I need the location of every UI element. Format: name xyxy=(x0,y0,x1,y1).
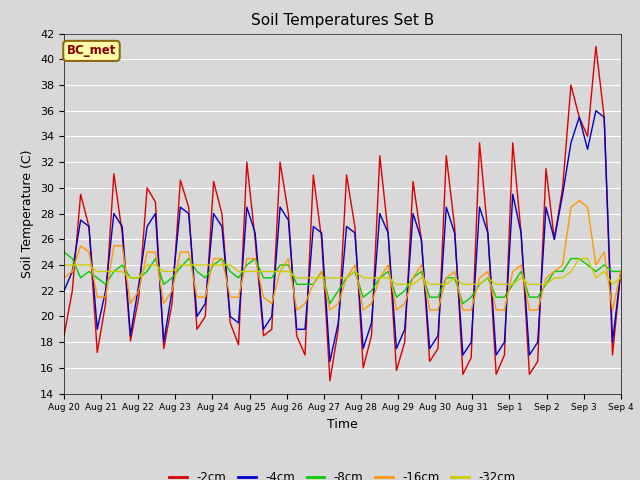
-4cm xyxy=(326,359,334,364)
-4cm xyxy=(575,114,583,120)
-8cm xyxy=(193,269,201,275)
-4cm xyxy=(592,108,600,114)
-2cm xyxy=(592,44,600,49)
-2cm xyxy=(442,153,450,158)
-2cm xyxy=(575,114,583,120)
-8cm xyxy=(384,269,392,275)
-16cm xyxy=(293,307,301,313)
-32cm xyxy=(60,262,68,268)
-8cm xyxy=(60,249,68,255)
-4cm xyxy=(442,204,450,210)
-8cm xyxy=(293,281,301,287)
-8cm xyxy=(326,300,334,306)
-32cm xyxy=(442,281,450,287)
-16cm xyxy=(467,307,475,313)
-4cm xyxy=(617,269,625,275)
-16cm xyxy=(509,269,516,275)
Y-axis label: Soil Temperature (C): Soil Temperature (C) xyxy=(22,149,35,278)
-32cm xyxy=(584,256,591,262)
-2cm xyxy=(617,269,625,275)
-32cm xyxy=(575,256,583,262)
Line: -2cm: -2cm xyxy=(64,47,621,381)
-2cm xyxy=(60,333,68,338)
-32cm xyxy=(509,281,516,287)
-32cm xyxy=(617,275,625,281)
Text: BC_met: BC_met xyxy=(67,44,116,58)
-4cm xyxy=(467,339,475,345)
-8cm xyxy=(567,256,575,262)
Title: Soil Temperatures Set B: Soil Temperatures Set B xyxy=(251,13,434,28)
-8cm xyxy=(185,256,193,262)
Line: -8cm: -8cm xyxy=(64,252,621,303)
-2cm xyxy=(567,82,575,88)
Line: -4cm: -4cm xyxy=(64,111,621,361)
-8cm xyxy=(617,269,625,275)
-16cm xyxy=(567,204,575,210)
-16cm xyxy=(575,198,583,204)
-32cm xyxy=(467,281,475,287)
-2cm xyxy=(326,378,334,384)
-16cm xyxy=(584,204,591,210)
-4cm xyxy=(509,192,516,197)
-16cm xyxy=(442,275,450,281)
-16cm xyxy=(617,269,625,275)
-2cm xyxy=(559,185,566,191)
-8cm xyxy=(392,294,400,300)
-2cm xyxy=(467,355,475,360)
-16cm xyxy=(559,262,566,268)
-4cm xyxy=(60,288,68,294)
Legend: -2cm, -4cm, -8cm, -16cm, -32cm: -2cm, -4cm, -8cm, -16cm, -32cm xyxy=(164,466,520,480)
Line: -32cm: -32cm xyxy=(64,259,621,284)
X-axis label: Time: Time xyxy=(327,418,358,431)
-32cm xyxy=(559,275,566,281)
-2cm xyxy=(509,140,516,146)
-16cm xyxy=(60,275,68,281)
Line: -16cm: -16cm xyxy=(64,201,621,310)
-4cm xyxy=(559,192,566,197)
-32cm xyxy=(567,269,575,275)
-4cm xyxy=(567,140,575,146)
-32cm xyxy=(392,281,400,287)
